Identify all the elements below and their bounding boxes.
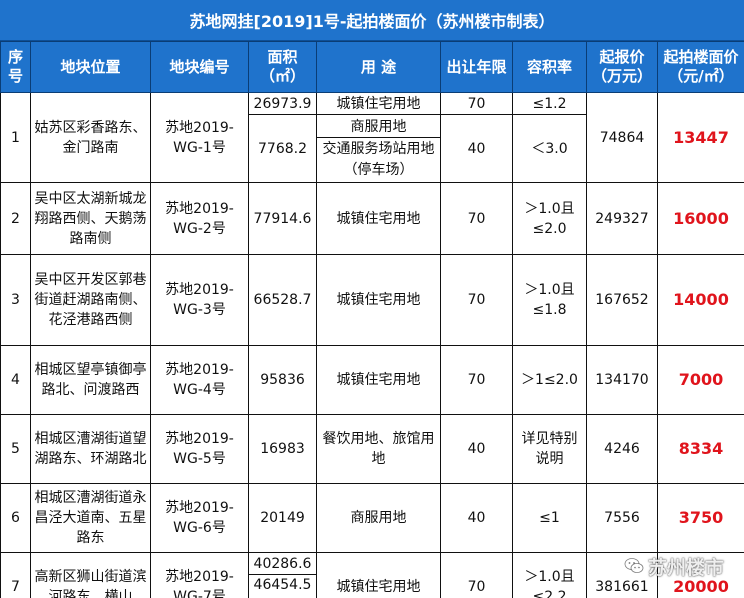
cell-start-price: 381661 <box>586 552 658 598</box>
header-use: 用 途 <box>316 41 441 93</box>
cell-start-price: 74864 <box>586 92 658 183</box>
cell-start-price: 7556 <box>586 483 658 553</box>
header-code: 地块编号 <box>150 41 249 93</box>
cell-code: 苏地2019-WG-6号 <box>150 483 249 553</box>
cell-years: 70 <box>440 552 513 598</box>
cell-far: ＞1.0且≤2.2 <box>512 552 587 598</box>
header-floor-price: 起拍楼面价（元/㎡） <box>657 41 744 93</box>
cell-use: 餐饮用地、旅馆用地 <box>316 414 441 484</box>
cell-floor-price: 13447 <box>657 92 744 183</box>
cell-start-price: 4246 <box>586 414 658 484</box>
cell-start-price: 249327 <box>586 182 658 255</box>
cell-index: 2 <box>0 182 31 255</box>
cell-location: 高新区狮山街道滨河路东、横山 <box>30 552 151 598</box>
watermark-text: 苏州楼市 <box>647 556 724 579</box>
cell-area: 40286.6 <box>248 552 317 575</box>
table-subrow: 46454.5 <box>1 574 744 598</box>
table-row: 7 高新区狮山街道滨河路东、横山 苏地2019-WG-7号 40286.6 城镇… <box>0 552 744 598</box>
cell-code: 苏地2019-WG-1号 <box>150 92 249 183</box>
cell-years: 40 <box>440 483 513 553</box>
cell-far: ＞1.0且≤2.0 <box>512 182 587 255</box>
watermark: 苏州楼市 <box>624 553 724 579</box>
cell-use: 城镇住宅用地 <box>316 254 441 346</box>
cell-far: ≤1.2 <box>512 92 587 115</box>
header-location: 地块位置 <box>30 41 151 93</box>
cell-use: 城镇住宅用地 <box>316 345 441 415</box>
cell-code: 苏地2019-WG-2号 <box>150 182 249 255</box>
table-subrow: 7768.2 商服用地 交通服务场站用地（停车场） 40 ＜3.0 <box>1 114 744 183</box>
cell-location: 相城区望亭镇御亭路北、问渡路西 <box>30 345 151 415</box>
header-row: 序号 地块位置 地块编号 面积（㎡） 用 途 出让年限 容积率 起报价（万元） … <box>0 41 744 93</box>
cell-start-price: 167652 <box>586 254 658 346</box>
cell-far: ＞1≤2.0 <box>512 345 587 415</box>
cell-years: 70 <box>440 345 513 415</box>
cell-location: 相城区漕湖街道望湖路东、环湖路北 <box>30 414 151 484</box>
cell-floor-price: 3750 <box>657 483 744 553</box>
cell-location: 相城区漕湖街道永昌泾大道南、五星路东 <box>30 483 151 553</box>
cell-years: 70 <box>440 254 513 346</box>
header-index: 序号 <box>0 41 31 93</box>
cell-index: 1 <box>0 92 31 183</box>
cell-years: 40 <box>440 414 513 484</box>
sheet-title: 苏地网挂[2019]1号-起拍楼面价（苏州楼市制表） <box>0 0 744 41</box>
cell-use: 城镇住宅用地 <box>316 92 441 115</box>
cell-area: 20149 <box>248 483 317 553</box>
cell-area: 95836 <box>248 345 317 415</box>
cell-location: 吴中区太湖新城龙翔路西侧、天鹅荡路南侧 <box>30 182 151 255</box>
wechat-icon <box>624 558 644 573</box>
table-row: 5 相城区漕湖街道望湖路东、环湖路北 苏地2019-WG-5号 16983 餐饮… <box>0 414 744 484</box>
cell-index: 3 <box>0 254 31 346</box>
cell-location: 姑苏区彩香路东、金门路南 <box>30 92 151 183</box>
cell-floor-price: 7000 <box>657 345 744 415</box>
table-row: 3 吴中区开发区郭巷街道赶湖路南侧、花泾港路西侧 苏地2019-WG-3号 66… <box>0 254 744 346</box>
cell-use: 城镇住宅用地 <box>316 182 441 255</box>
cell-use-split: 商服用地 交通服务场站用地（停车场） <box>316 114 441 183</box>
cell-area: 66528.7 <box>248 254 317 346</box>
header-area: 面积（㎡） <box>248 41 317 93</box>
header-start-price: 起报价（万元） <box>586 41 658 93</box>
cell-far: ＞1.0且≤1.8 <box>512 254 587 346</box>
cell-far: ≤1 <box>512 483 587 553</box>
cell-far: ＜3.0 <box>512 114 587 183</box>
cell-years: 70 <box>440 92 513 115</box>
cell-location: 吴中区开发区郭巷街道赶湖路南侧、花泾港路西侧 <box>30 254 151 346</box>
table-row: 2 吴中区太湖新城龙翔路西侧、天鹅荡路南侧 苏地2019-WG-2号 77914… <box>0 182 744 255</box>
cell-index: 7 <box>0 552 31 598</box>
cell-floor-price: 20000 <box>657 552 744 598</box>
cell-code: 苏地2019-WG-3号 <box>150 254 249 346</box>
cell-use-parking: 交通服务场站用地（停车场） <box>322 141 435 178</box>
header-years: 出让年限 <box>440 41 513 93</box>
cell-area: 46454.5 <box>248 574 317 598</box>
cell-code: 苏地2019-WG-5号 <box>150 414 249 484</box>
cell-use-commercial: 商服用地 <box>317 116 440 138</box>
header-far: 容积率 <box>512 41 587 93</box>
cell-start-price: 134170 <box>586 345 658 415</box>
cell-years: 40 <box>440 114 513 183</box>
cell-area: 77914.6 <box>248 182 317 255</box>
cell-far: 详见特别说明 <box>512 414 587 484</box>
cell-years: 70 <box>440 182 513 255</box>
cell-use: 城镇住宅用地 <box>316 552 441 598</box>
cell-floor-price: 16000 <box>657 182 744 255</box>
cell-code: 苏地2019-WG-4号 <box>150 345 249 415</box>
cell-area: 16983 <box>248 414 317 484</box>
cell-index: 6 <box>0 483 31 553</box>
cell-floor-price: 8334 <box>657 414 744 484</box>
cell-floor-price: 14000 <box>657 254 744 346</box>
table-row: 1 姑苏区彩香路东、金门路南 苏地2019-WG-1号 26973.9 城镇住宅… <box>0 92 744 183</box>
land-table: 序号 地块位置 地块编号 面积（㎡） 用 途 出让年限 容积率 起报价（万元） … <box>0 41 744 598</box>
cell-use: 商服用地 <box>316 483 441 553</box>
cell-area: 26973.9 <box>248 92 317 115</box>
cell-area: 7768.2 <box>248 114 317 183</box>
cell-index: 5 <box>0 414 31 484</box>
table-row: 4 相城区望亭镇御亭路北、问渡路西 苏地2019-WG-4号 95836 城镇住… <box>0 345 744 415</box>
table-row: 6 相城区漕湖街道永昌泾大道南、五星路东 苏地2019-WG-6号 20149 … <box>0 483 744 553</box>
cell-index: 4 <box>0 345 31 415</box>
cell-code: 苏地2019-WG-7号 <box>150 552 249 598</box>
